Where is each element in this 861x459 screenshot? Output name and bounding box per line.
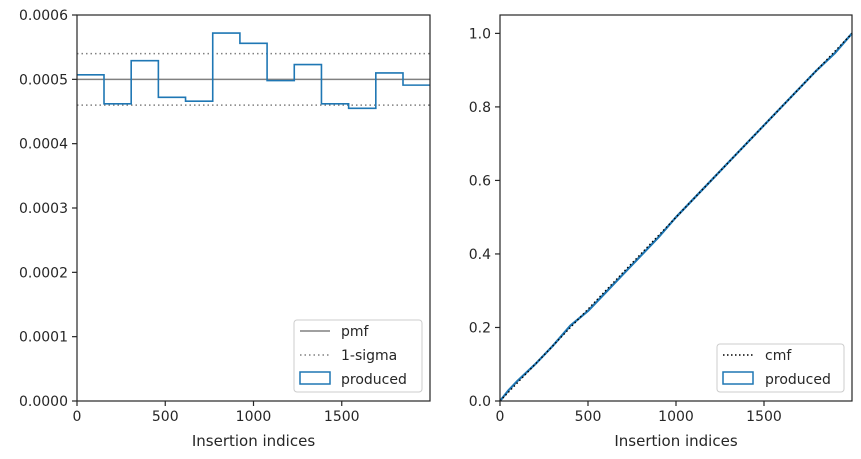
right-ytick-label: 0.0: [469, 394, 491, 410]
left-xtick-label: 1000: [236, 409, 272, 425]
right-legend: cmf produced: [716, 343, 845, 393]
left-xtick-label: 1500: [324, 409, 360, 425]
left-ytick-label: 0.0000: [19, 394, 68, 410]
legend-produced-swatch: [299, 371, 331, 385]
right-ytick-label: 0.4: [469, 247, 491, 263]
histogram-panel: 0 500 1000 1500 0.0000 0.0001 0.0002 0.0003 0.00…: [19, 8, 431, 450]
left-legend-box: [293, 319, 423, 393]
right-xtick-label: 1500: [746, 409, 782, 425]
left-xtick-label: 0: [73, 409, 82, 425]
left-xaxis-label: Insertion indices: [192, 432, 315, 450]
right-ytick-label: 0.2: [469, 320, 491, 336]
right-axes-frame: [499, 14, 853, 402]
right-xtick-label: 0: [496, 409, 505, 425]
left-ytick-label: 0.0001: [19, 330, 68, 346]
right-ytick-label: 1.0: [469, 26, 491, 42]
cmf-line: [499, 32, 853, 402]
produced-histogram-line: [77, 32, 430, 110]
right-legend-box: [716, 343, 845, 393]
left-ytick-label: 0.0005: [19, 72, 68, 88]
left-ytick-label: 0.0006: [19, 8, 68, 24]
legend-produced-swatch: [722, 371, 754, 385]
legend-cmf-label: cmf: [765, 348, 792, 364]
left-legend: pmf 1-sigma produced: [293, 319, 423, 393]
left-ytick-label: 0.0002: [19, 265, 68, 281]
right-xtick-label: 500: [575, 409, 602, 425]
right-xtick-label: 1000: [658, 409, 694, 425]
legend-pmf-label: pmf: [341, 324, 370, 340]
legend-sigma-label: 1-sigma: [341, 348, 397, 364]
right-ytick-label: 0.8: [469, 100, 491, 116]
cdf-panel: 0 500 1000 1500 0.0 0.2 0.4 0.6 0.8 1.0 Insertion …: [469, 14, 853, 450]
right-xaxis-label: Insertion indices: [614, 432, 737, 450]
left-xtick-label: 500: [152, 409, 179, 425]
legend-produced-label: produced: [341, 372, 407, 388]
right-ytick-label: 0.6: [469, 173, 491, 189]
legend-produced-label: produced: [765, 372, 831, 388]
left-ytick-label: 0.0003: [19, 201, 68, 217]
left-ytick-label: 0.0004: [19, 137, 68, 153]
